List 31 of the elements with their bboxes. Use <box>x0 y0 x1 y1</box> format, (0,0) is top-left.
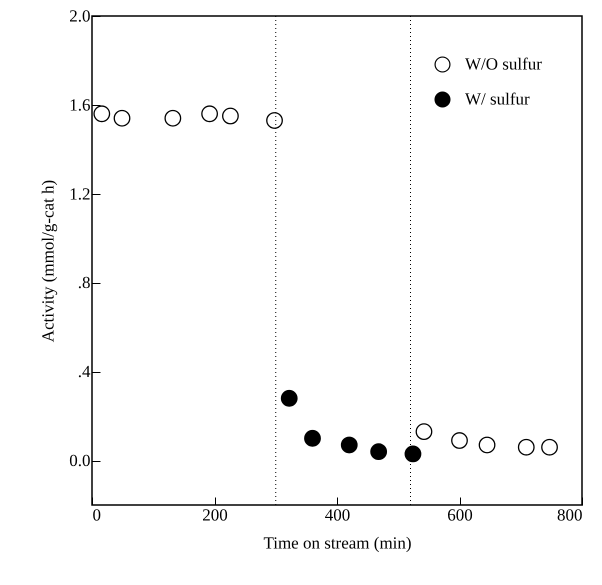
x-tick-label: 0 <box>92 506 101 524</box>
point <box>541 438 558 456</box>
x-tick-label: 800 <box>557 506 582 524</box>
point <box>340 436 358 454</box>
point <box>416 423 432 440</box>
point <box>404 445 422 462</box>
x-tick-label: 200 <box>202 506 228 524</box>
point <box>370 443 388 460</box>
legend-label: W/O sulfur <box>465 54 542 74</box>
point <box>201 105 218 122</box>
y-tick-label: 0.0 <box>69 451 90 470</box>
y-tick-label: 1.2 <box>69 184 90 204</box>
y-tick-label: 1.6 <box>69 95 90 114</box>
y-tick-label: 2.0 <box>69 6 90 26</box>
y-axis-title: Activity (mmol/g-cat h) <box>38 180 58 342</box>
point <box>518 438 535 456</box>
point <box>304 430 321 447</box>
legend-label: W/ sulfur <box>465 90 530 108</box>
point <box>478 436 496 454</box>
point <box>280 390 298 407</box>
x-tick-label: 600 <box>447 506 473 524</box>
y-tick-label: .8 <box>78 273 90 292</box>
point <box>266 112 283 129</box>
point <box>164 110 182 127</box>
x-axis-title: Time on stream (min) <box>263 534 412 552</box>
point <box>93 105 110 122</box>
x-tick-label: 400 <box>324 506 350 524</box>
point <box>451 432 468 449</box>
point <box>222 108 239 124</box>
point <box>114 110 130 127</box>
y-tick-label: .4 <box>78 362 91 382</box>
